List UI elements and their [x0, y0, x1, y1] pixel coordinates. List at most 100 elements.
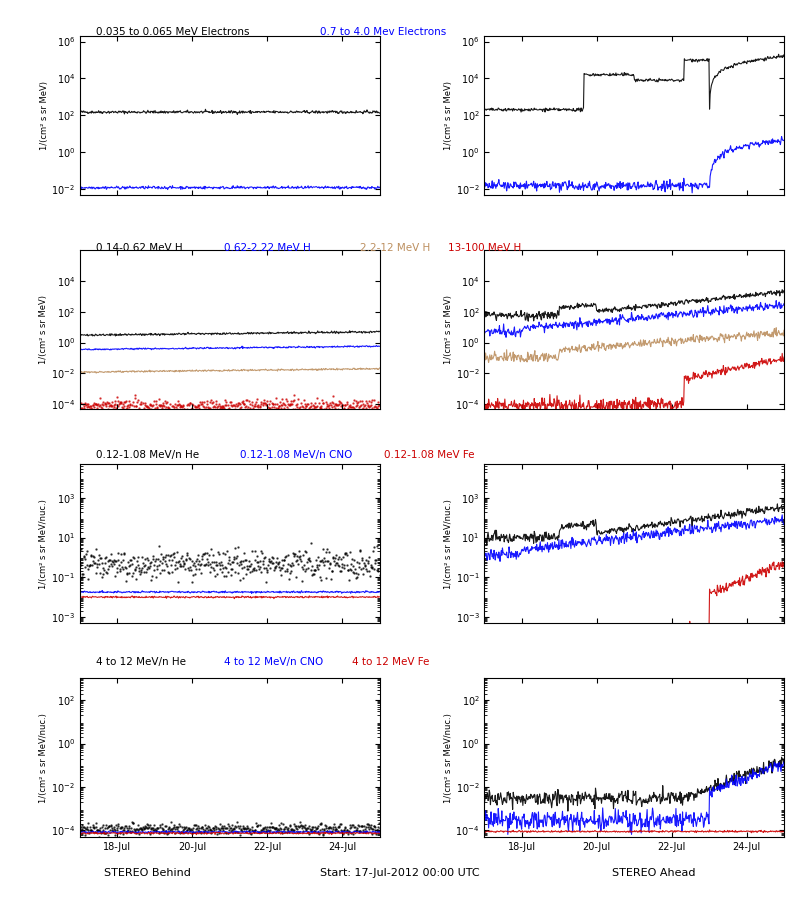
Point [170, 400, 182, 415]
Point [262, 552, 275, 566]
Point [104, 398, 117, 412]
Point [357, 400, 370, 415]
Point [141, 562, 154, 576]
Point [242, 824, 255, 838]
Point [159, 824, 172, 838]
Point [262, 824, 275, 839]
Point [345, 405, 358, 419]
Point [183, 822, 196, 836]
Point [212, 403, 225, 418]
Point [265, 407, 278, 421]
Point [125, 403, 138, 418]
Point [350, 823, 362, 837]
Point [365, 394, 378, 409]
Point [150, 823, 162, 837]
Point [295, 821, 308, 835]
Point [78, 400, 90, 415]
Point [198, 403, 211, 418]
Point [128, 399, 141, 413]
Point [319, 401, 332, 416]
Point [258, 393, 270, 408]
Point [310, 560, 323, 574]
Point [200, 821, 213, 835]
Point [260, 562, 273, 577]
Point [237, 396, 250, 410]
Point [183, 562, 196, 577]
Point [342, 572, 355, 587]
Point [364, 560, 377, 574]
Point [214, 817, 227, 832]
Point [325, 398, 338, 412]
Point [80, 820, 93, 834]
Point [121, 824, 134, 838]
Point [347, 554, 360, 568]
Point [208, 403, 221, 418]
Point [174, 400, 187, 414]
Point [163, 820, 176, 834]
Point [294, 554, 307, 568]
Point [190, 822, 203, 836]
Point [166, 824, 179, 838]
Point [182, 561, 194, 575]
Point [201, 546, 214, 561]
Point [334, 564, 346, 579]
Point [322, 821, 335, 835]
Point [196, 552, 209, 566]
Point [130, 822, 142, 836]
Point [344, 562, 357, 577]
Point [132, 404, 145, 419]
Y-axis label: 1/(cm² s sr MeV/nuc.): 1/(cm² s sr MeV/nuc.) [443, 713, 453, 803]
Point [266, 820, 279, 834]
Point [117, 397, 130, 411]
Point [262, 400, 274, 414]
Point [74, 401, 87, 416]
Point [315, 822, 328, 836]
Point [241, 562, 254, 576]
Point [334, 400, 347, 414]
Point [373, 816, 386, 831]
Point [356, 396, 369, 410]
Point [234, 572, 246, 587]
Point [131, 558, 144, 572]
Point [372, 395, 385, 410]
Point [132, 824, 145, 838]
Point [138, 821, 151, 835]
Point [275, 553, 288, 567]
Point [308, 400, 321, 415]
Point [122, 400, 135, 415]
Point [302, 396, 314, 410]
Point [245, 403, 258, 418]
Point [243, 554, 256, 568]
Point [188, 818, 201, 832]
Point [363, 822, 376, 836]
Point [230, 406, 243, 420]
Point [230, 551, 242, 565]
Point [364, 398, 377, 412]
Point [82, 572, 94, 587]
Point [82, 397, 95, 411]
Point [278, 563, 291, 578]
Point [164, 558, 177, 572]
Point [214, 823, 226, 837]
Point [363, 569, 376, 583]
Point [203, 557, 216, 572]
Point [254, 395, 267, 410]
Point [358, 399, 370, 413]
Point [354, 544, 366, 558]
Point [136, 561, 149, 575]
Point [137, 820, 150, 834]
Point [90, 823, 103, 837]
Point [207, 821, 220, 835]
Point [309, 562, 322, 577]
Point [102, 559, 115, 573]
Point [104, 398, 117, 412]
Point [80, 822, 93, 836]
Point [351, 394, 364, 409]
Point [242, 394, 255, 409]
Point [361, 555, 374, 570]
Point [90, 815, 102, 830]
Point [231, 540, 244, 554]
Point [190, 553, 203, 567]
Point [265, 554, 278, 568]
Point [231, 398, 244, 412]
